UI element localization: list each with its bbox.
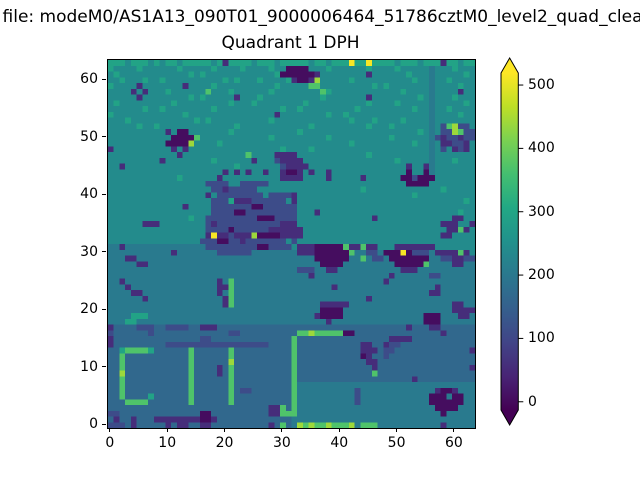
x-tick-mark (396, 428, 398, 432)
colorbar-tick-label: 0 (528, 393, 537, 410)
suptitle-clip: a file: modeM0/AS1A13_090T01_9000006464_… (0, 6, 640, 28)
colorbar-tick-marks (518, 84, 524, 403)
y-tick-label: 10 (80, 358, 98, 375)
y-tick-label: 50 (80, 128, 98, 145)
x-tick-mark (453, 428, 455, 432)
colorbar-tick-label: 100 (528, 330, 555, 347)
y-tick-mark (102, 78, 106, 80)
x-tick-mark (166, 428, 168, 432)
x-tick-mark (338, 428, 340, 432)
x-tick-label: 10 (158, 435, 177, 451)
plot-title: Quadrant 1 DPH (221, 33, 360, 53)
y-tick-mark (102, 366, 106, 368)
y-tick-label: 20 (80, 301, 98, 318)
y-tick-mark (102, 193, 106, 195)
y-tick-label: 30 (80, 243, 98, 260)
colorbar-tick-label: 300 (528, 203, 555, 220)
y-tick-mark (102, 251, 106, 253)
y-tick-label: 0 (89, 416, 98, 433)
dph-heatmap-image (108, 60, 475, 428)
heatmap-axes (107, 59, 476, 429)
x-tick-label: 0 (105, 435, 115, 451)
colorbar-tick-label: 400 (528, 140, 555, 157)
x-tick-mark (281, 428, 283, 432)
x-tick-label: 60 (445, 435, 463, 451)
y-tick-mark (102, 308, 106, 310)
colorbar-tick-label: 500 (528, 77, 555, 94)
colorbar-tick-label: 200 (528, 267, 555, 284)
y-tick-mark (102, 423, 106, 425)
y-tick-label: 40 (80, 186, 98, 203)
x-tick-mark (224, 428, 226, 432)
colorbar-gradient-bar (500, 56, 519, 427)
x-tick-label: 30 (272, 435, 291, 451)
x-tick-label: 20 (215, 435, 234, 451)
y-tick-mark (102, 136, 106, 138)
x-tick-mark (109, 428, 111, 432)
x-tick-label: 50 (387, 435, 406, 451)
file-path-suptitle: a file: modeM0/AS1A13_090T01_9000006464_… (0, 7, 640, 27)
x-tick-label: 40 (330, 435, 349, 451)
y-tick-label: 60 (80, 71, 98, 88)
colorbar (500, 56, 524, 427)
